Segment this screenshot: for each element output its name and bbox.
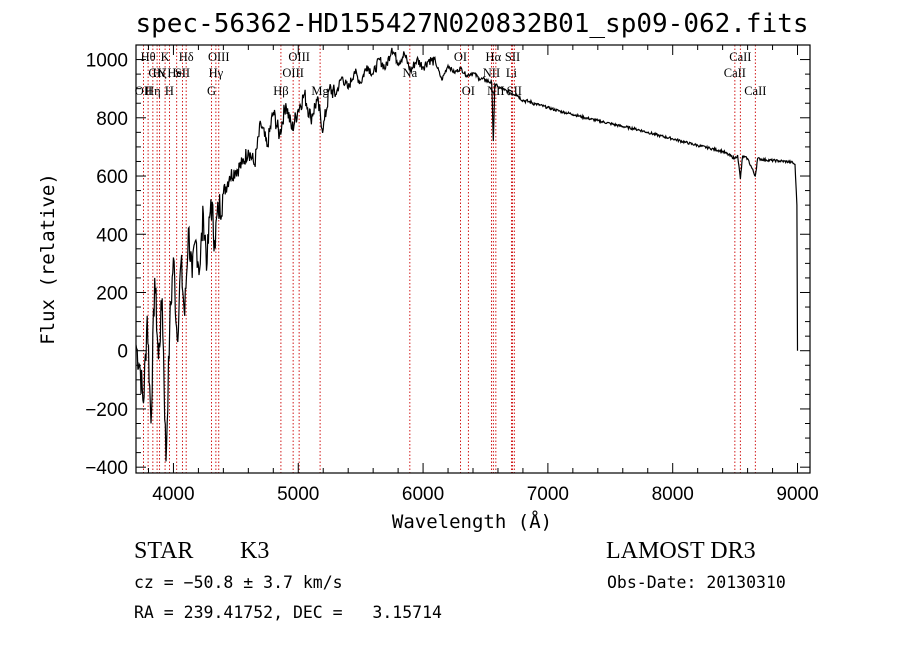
y-tick-label: −200 (85, 400, 128, 421)
plot-frame (135, 44, 811, 474)
x-tick-label: 7000 (527, 484, 569, 505)
chart-title: spec-56362-HD155427N020832B01_sp09-062.f… (135, 9, 808, 39)
y-axis-label: Flux (relative) (37, 173, 59, 345)
line-label: NII (483, 66, 500, 80)
line-label: Hγ (209, 66, 224, 80)
redshift-velocity: cz = −50.8 ± 3.7 km/s (134, 573, 343, 592)
line-label: G (207, 84, 216, 98)
line-label: Hβ (273, 84, 288, 98)
y-tick-label: 400 (96, 225, 128, 246)
x-tick-label: 4000 (152, 484, 194, 505)
x-axis: 4000 5000 6000 7000 8000 9000 (147, 45, 819, 505)
line-label: Na (403, 66, 418, 80)
line-label: OII (135, 84, 152, 98)
line-label: CN (148, 66, 165, 80)
y-tick-label: 1000 (86, 51, 128, 72)
line-label: OIII (282, 66, 304, 80)
x-tick-label: 5000 (277, 484, 319, 505)
line-label: Hδ (179, 50, 194, 64)
y-tick-label: −400 (85, 458, 128, 479)
line-label: K (161, 50, 170, 64)
x-tick-label: 6000 (402, 484, 444, 505)
observation-date: Obs-Date: 20130310 (607, 573, 786, 592)
y-tick-label: 200 (96, 283, 128, 304)
line-label: CaII (744, 84, 766, 98)
spectrum-line (136, 47, 799, 462)
coordinates: RA = 239.41752, DEC = 3.15714 (134, 603, 442, 622)
line-label: SII (507, 84, 522, 98)
y-tick-label: 0 (117, 342, 128, 363)
survey-name: LAMOST DR3 (606, 538, 756, 564)
line-label: HeI (167, 66, 186, 80)
line-label: OI (454, 50, 467, 64)
line-label: Hα (486, 50, 502, 64)
line-label: H (165, 84, 174, 98)
x-tick-label: 9000 (776, 484, 818, 505)
object-class: STAR (134, 538, 194, 564)
spectral-line-labels: OIIHθHηCNHζKHHeISIIHδGHγOIIIHβOIIIOIIIMg… (135, 50, 767, 98)
line-label: SII (505, 50, 520, 64)
line-label: CaII (724, 66, 746, 80)
line-label: Hθ (141, 50, 156, 64)
line-label: CaII (729, 50, 751, 64)
line-label: Mg (311, 84, 329, 98)
spectral-line-markers (143, 45, 756, 473)
line-label: Hη (145, 84, 161, 98)
line-label: OIII (288, 50, 310, 64)
x-axis-label: Wavelength (Å) (392, 510, 552, 533)
line-label: SII (175, 66, 190, 80)
line-label: OI (462, 84, 475, 98)
y-axis: −400 −200 0 200 400 600 800 1000 (85, 51, 810, 479)
y-tick-label: 600 (96, 167, 128, 188)
y-tick-label: 800 (96, 109, 128, 130)
line-label: Li (506, 66, 518, 80)
line-label: OIII (208, 50, 230, 64)
object-subclass: K3 (240, 538, 270, 564)
x-tick-label: 8000 (652, 484, 694, 505)
line-label: Hζ (152, 66, 166, 80)
